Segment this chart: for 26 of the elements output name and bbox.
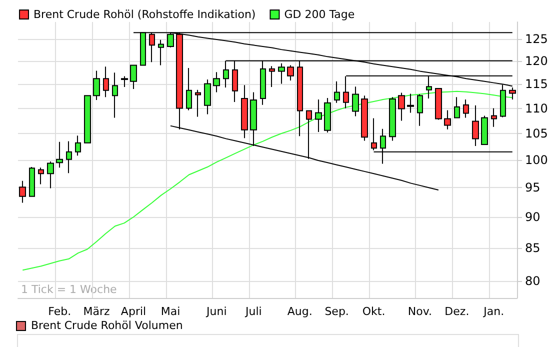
text: Brent Crude Rohöl Volumen xyxy=(31,319,183,332)
x-tick-label: Sep. xyxy=(324,305,349,318)
x-tick-label: April xyxy=(120,305,146,318)
y-tick-label: 110 xyxy=(525,101,548,116)
y-tick-label: 100 xyxy=(525,152,548,167)
x-tick-label: Mai xyxy=(160,305,180,318)
y-tick-label: 115 xyxy=(525,77,548,92)
y-tick-label: 85 xyxy=(525,240,540,255)
y-tick-label: 90 xyxy=(525,210,540,224)
legend-label: GD 200 Tage xyxy=(284,8,355,21)
x-tick-label: Dez. xyxy=(444,305,470,318)
y-tick-label: 105 xyxy=(525,126,548,141)
x-tick-label: Feb. xyxy=(48,305,72,318)
x-tick-label: Okt. xyxy=(362,305,386,318)
y-tick-label: 120 xyxy=(525,54,548,68)
legend-label: Brent Crude Rohöl (Rohstoffe Indikation) xyxy=(34,8,256,21)
x-tick-label: Juni xyxy=(206,305,227,318)
x-tick-label: Jan. xyxy=(482,305,504,318)
x-tick-label: Aug. xyxy=(287,305,312,318)
x-tick-label: Juli xyxy=(244,305,262,318)
annotation: 1 Tick = 1 Woche xyxy=(21,283,118,296)
x-tick-label: März xyxy=(83,305,110,318)
y-tick-label: 95 xyxy=(525,180,540,195)
x-tick-label: Nov. xyxy=(408,305,432,318)
y-tick-label: 80 xyxy=(525,274,540,288)
y-tick-label: 125 xyxy=(525,32,548,46)
